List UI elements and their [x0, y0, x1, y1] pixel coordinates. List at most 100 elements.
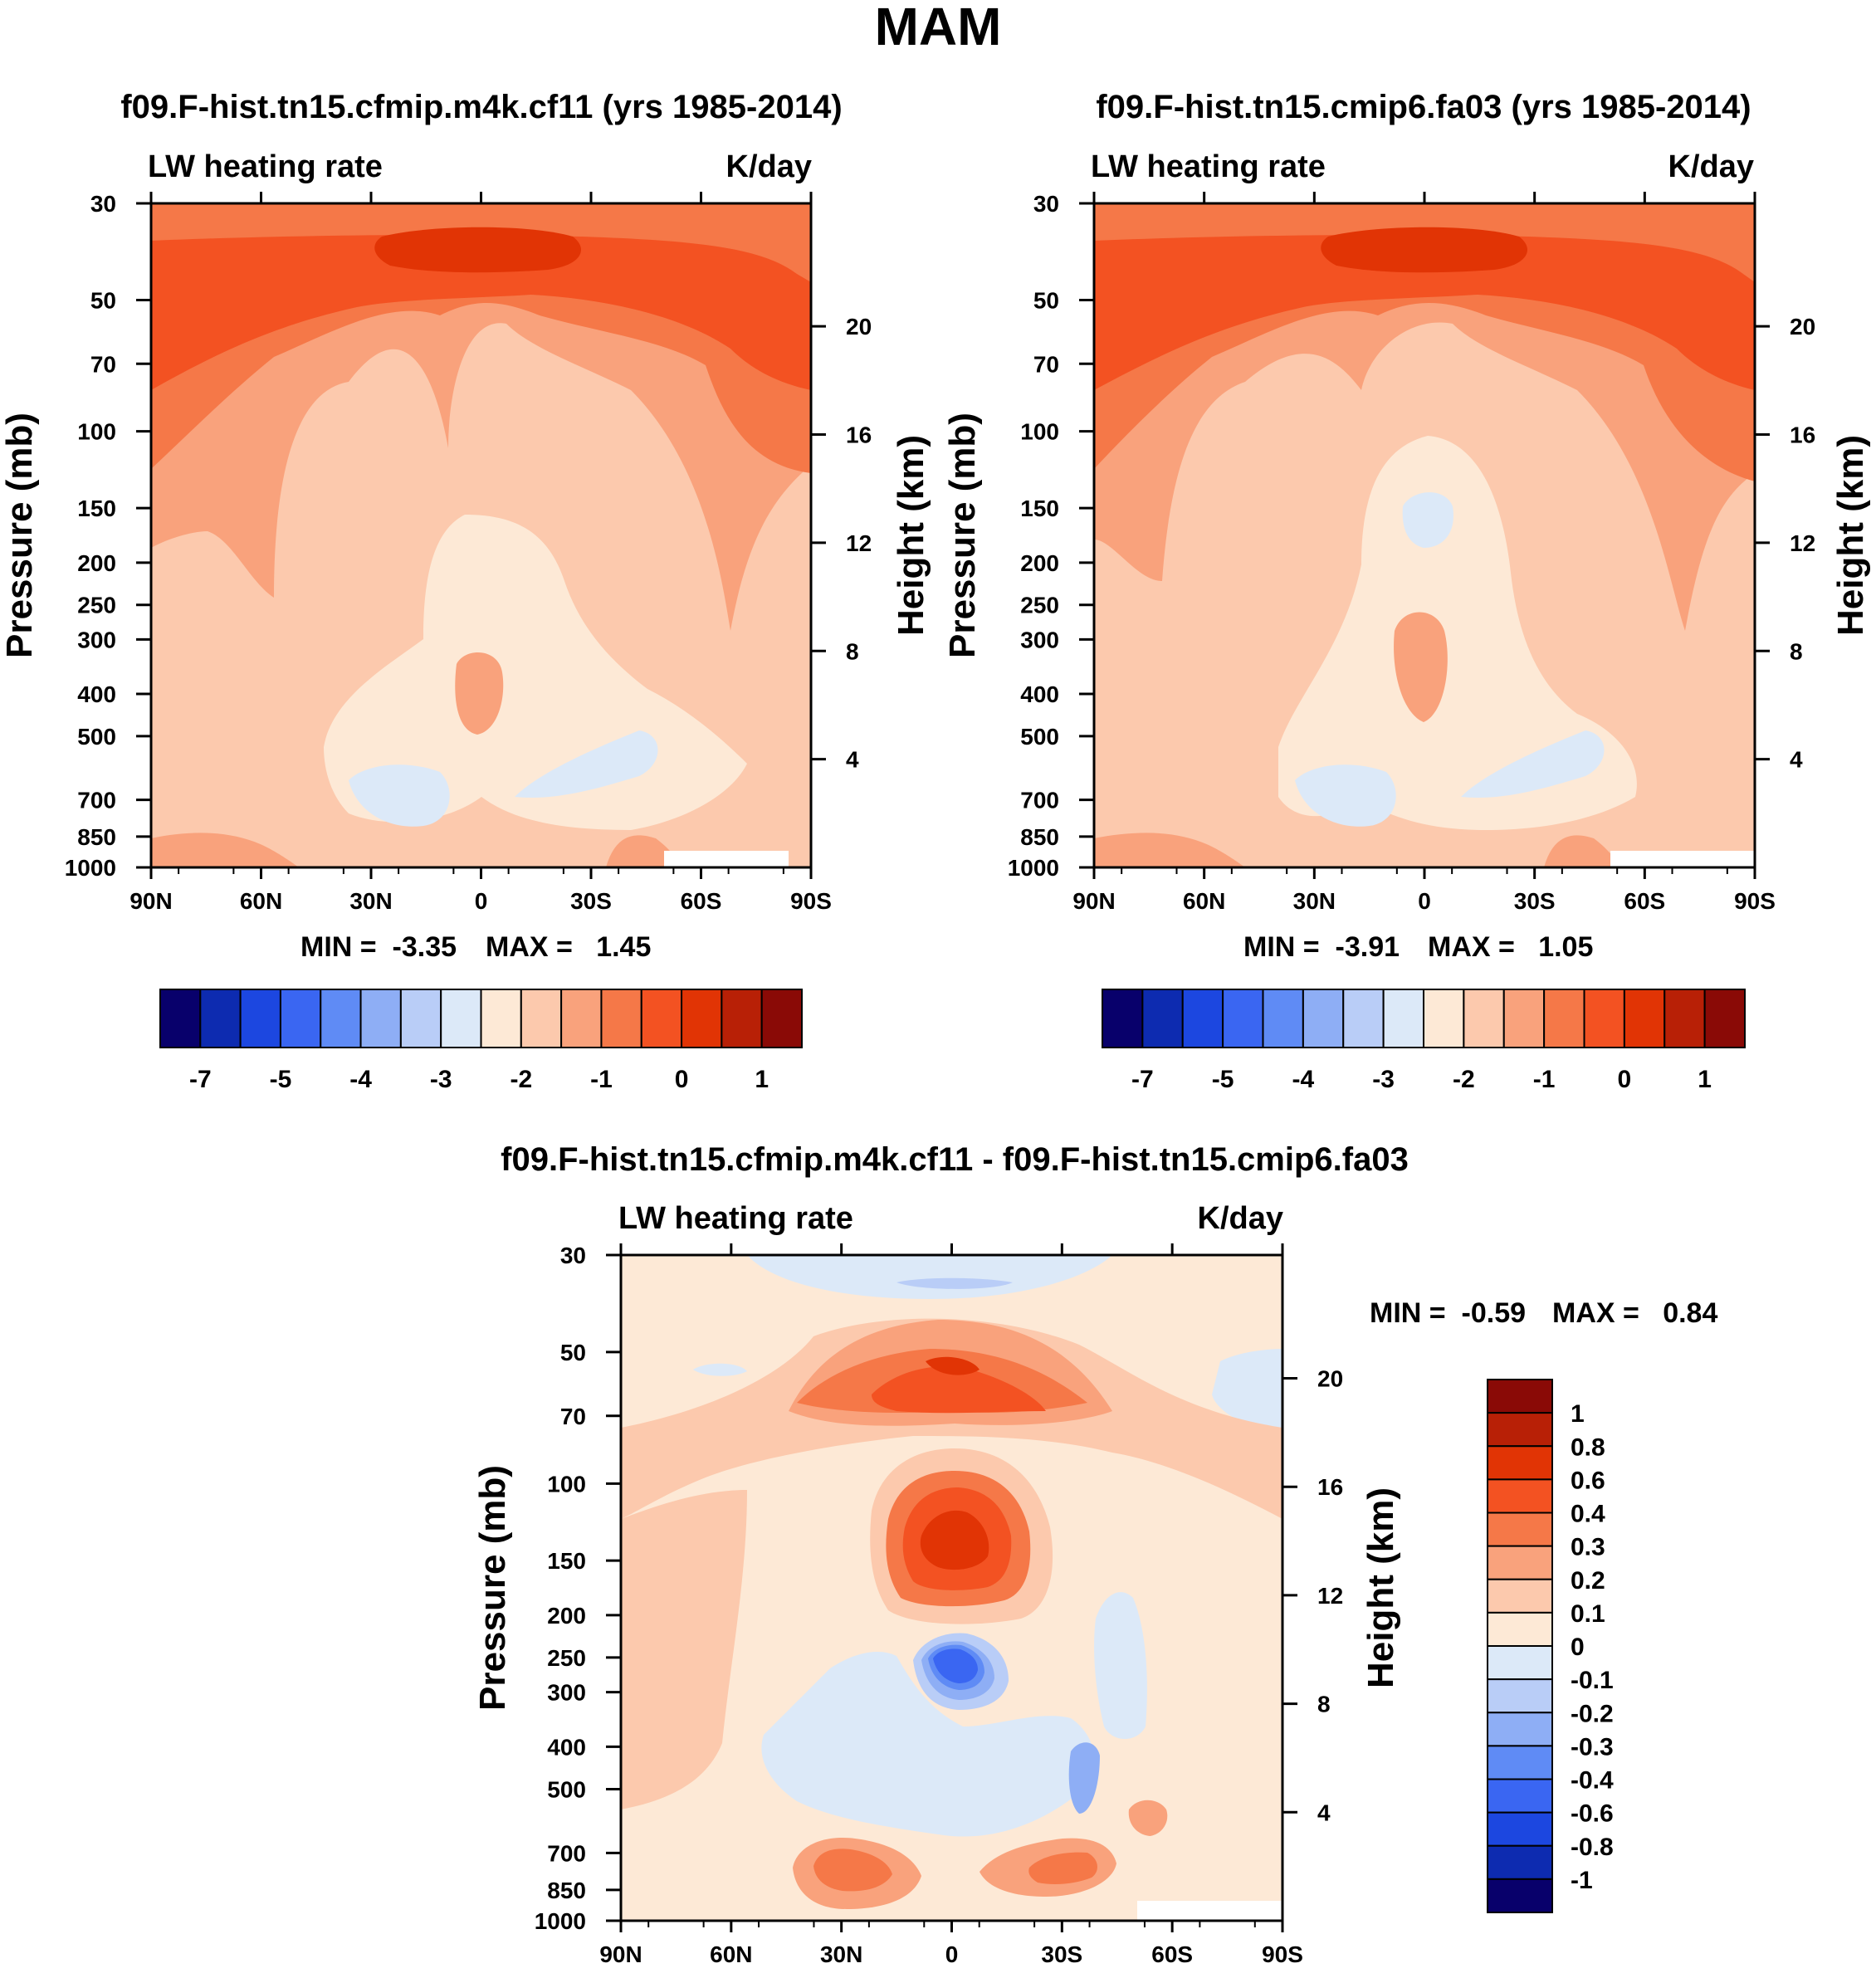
y-tick-label: 1000	[1008, 855, 1059, 881]
colorbar-box	[1382, 989, 1424, 1048]
y-tick-label: 50	[1033, 288, 1059, 314]
height-tick-label: 20	[1790, 314, 1815, 339]
colorbar-box	[1487, 1811, 1553, 1847]
panel-3-colorbar: 1 0.8 0.6 0.4 0.3 0.2 0.1 0 -0.1 -0.2 -0.3 -0.4 -0.6…	[1487, 1379, 1614, 1913]
colorbar-box	[681, 989, 723, 1048]
colorbar-box	[1487, 1878, 1553, 1913]
colorbar-box	[1487, 1712, 1553, 1747]
colorbar-box	[1463, 989, 1505, 1048]
panel-1-min: MIN = -3.35	[300, 931, 457, 963]
colorbar-label: 0.2	[1571, 1567, 1605, 1595]
y-tick-label: 300	[77, 627, 116, 652]
y-tick-label: 150	[547, 1548, 586, 1574]
y-tick-label: 100	[1020, 419, 1059, 445]
colorbar-box	[1487, 1778, 1553, 1814]
panel-1-height-axis: 20 16 12 8 4	[811, 314, 872, 773]
colorbar-box	[1487, 1645, 1553, 1681]
panel-2-height-axis: 20 16 12 8 4	[1755, 314, 1815, 773]
colorbar-label: -5	[1212, 1066, 1234, 1093]
contour-lower-blue-2	[515, 730, 658, 798]
colorbar-box	[1487, 1745, 1553, 1780]
x-tick-label: 90S	[1262, 1941, 1303, 1967]
missing-data-mask	[1610, 851, 1755, 867]
colorbar-label: 1	[755, 1066, 769, 1093]
y-tick-label: 500	[77, 724, 116, 750]
contour-lower-blue-broad	[761, 1652, 1095, 1837]
y-tick-label: 150	[77, 496, 116, 521]
x-tick-label: 30N	[349, 888, 392, 914]
y-tick-label: 70	[560, 1404, 586, 1429]
colorbar-label: -2	[1453, 1066, 1475, 1093]
colorbar-box	[1663, 989, 1706, 1048]
y-tick-label: 250	[1020, 593, 1059, 618]
contour-lower-blue-2	[1461, 730, 1605, 798]
panel-3-title: f09.F-hist.tn15.cfmip.m4k.cf11 - f09.F-h…	[501, 1141, 1409, 1178]
missing-data-mask	[664, 851, 789, 867]
panel-1-max: MAX = 1.45	[486, 931, 651, 963]
x-tick-label: 30N	[820, 1941, 862, 1967]
height-tick-label: 8	[846, 638, 859, 664]
colorbar-label: -3	[430, 1066, 452, 1093]
panel-2-x-axis: 90N 60N 30N 0 30S 60S 90S	[1072, 192, 1776, 914]
x-tick-label: 30N	[1293, 888, 1336, 914]
colorbar-label: -0.4	[1571, 1767, 1614, 1795]
colorbar-box	[1487, 1445, 1553, 1481]
colorbar-box	[640, 989, 683, 1048]
panel-3-contours	[621, 1255, 1282, 1921]
panel-1-x-axis: 90N 60N 30N 0 30S 60S 90S	[129, 192, 832, 914]
x-tick-label: 90S	[790, 888, 832, 914]
y-tick-label: 700	[1020, 788, 1059, 813]
colorbar-box	[600, 989, 642, 1048]
panel-1-subtitle-left: LW heating rate	[148, 149, 383, 184]
y-tick-label: 850	[1020, 824, 1059, 850]
height-tick-label: 16	[1790, 422, 1815, 448]
x-tick-label: 90N	[1072, 888, 1115, 914]
colorbar-label: -0.8	[1571, 1834, 1614, 1861]
contour-surface	[151, 833, 681, 867]
panel-2: f09.F-hist.tn15.cmip6.fa03 (yrs 1985-201…	[942, 89, 1871, 1093]
x-tick-label: 90S	[1734, 888, 1776, 914]
colorbar-label: -7	[189, 1066, 212, 1093]
colorbar-box	[560, 989, 603, 1048]
colorbar-box	[520, 989, 563, 1048]
colorbar-box	[1543, 989, 1585, 1048]
y-tick-label: 1000	[65, 855, 116, 881]
y-tick-label: 100	[547, 1471, 586, 1497]
colorbar-box	[199, 989, 242, 1048]
colorbar-box	[399, 989, 442, 1048]
height-tick-label: 8	[1790, 638, 1803, 664]
x-tick-label: 0	[945, 1941, 959, 1967]
x-tick-label: 30S	[1041, 1941, 1082, 1967]
colorbar-box	[239, 989, 281, 1048]
colorbar-label: -7	[1131, 1066, 1154, 1093]
colorbar-box	[1487, 1578, 1553, 1614]
contour-left-blue	[693, 1363, 747, 1376]
height-tick-label: 16	[846, 422, 872, 448]
x-tick-label: 90N	[599, 1941, 642, 1967]
colorbar-box	[1302, 989, 1345, 1048]
colorbar-label: -1	[1571, 1867, 1593, 1894]
contour-top-blue-core	[896, 1277, 1013, 1289]
panel-2-max: MAX = 1.05	[1428, 931, 1593, 963]
panel-3-subtitle-right: K/day	[1198, 1201, 1283, 1236]
y-tick-label: 100	[77, 419, 116, 445]
panel-2-subtitle-right: K/day	[1668, 149, 1754, 184]
x-tick-label: 60S	[681, 888, 722, 914]
y-tick-label: 30	[560, 1243, 586, 1268]
colorbar-label: 0	[1618, 1066, 1632, 1093]
height-tick-label: 12	[846, 530, 872, 556]
missing-data-mask	[1137, 1901, 1282, 1921]
contour-upper-core	[1321, 227, 1527, 273]
panel-1: f09.F-hist.tn15.cfmip.m4k.cf11 (yrs 1985…	[0, 89, 931, 1093]
panel-1-contours	[151, 203, 811, 867]
panel-1-ylabel: Pressure (mb)	[0, 413, 40, 658]
panel-3-ylabel: Pressure (mb)	[472, 1465, 513, 1711]
y-tick-label: 700	[547, 1840, 586, 1866]
colorbar-label: 0.6	[1571, 1467, 1605, 1494]
panel-2-min: MIN = -3.91	[1243, 931, 1400, 963]
colorbar-label: 0.4	[1571, 1501, 1605, 1528]
y-tick-label: 850	[77, 824, 116, 850]
y-tick-label: 200	[77, 550, 116, 576]
x-tick-label: 30S	[1514, 888, 1556, 914]
